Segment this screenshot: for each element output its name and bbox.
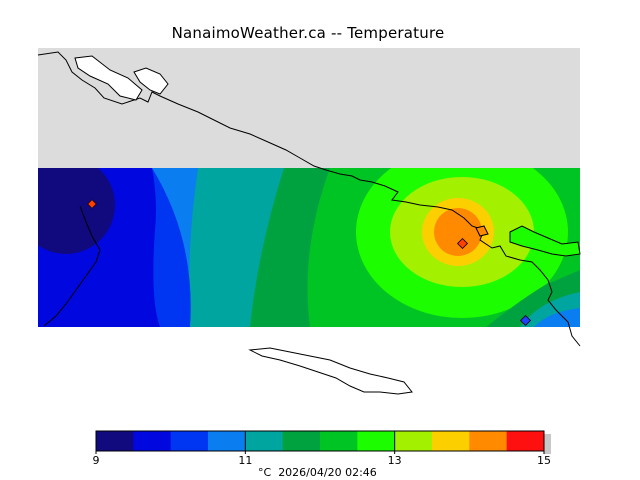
north-coastline (37, 51, 581, 347)
colorbar-swatch (170, 431, 209, 451)
colorbar-swatch (245, 431, 284, 451)
colorbar-tick-label: 15 (537, 454, 551, 467)
island-north-2 (133, 67, 169, 95)
small-islet (475, 225, 489, 237)
footer-line: °C 2026/04/20 02:46 (258, 466, 377, 479)
west-coastline (43, 205, 101, 327)
band-9 (38, 168, 115, 254)
page-title: NanaimoWeather.ca -- Temperature (171, 24, 445, 42)
colorbar-swatch (96, 431, 134, 451)
station-marker-west[interactable] (87, 199, 97, 209)
sea-area (38, 327, 580, 417)
colorbar-swatch (133, 431, 172, 451)
colorbar-tick-label: 13 (387, 454, 402, 467)
colorbar (95, 430, 551, 454)
colorbar-swatch (282, 431, 321, 451)
station-markers (87, 199, 532, 327)
colorbar-tick-label: 9 (92, 454, 100, 467)
colorbar-tick-label: 11 (238, 454, 253, 467)
station-marker-southeast[interactable] (519, 314, 532, 327)
colorbar-swatch (357, 431, 396, 451)
temperature-field (38, 168, 580, 327)
colorbar-swatch (320, 431, 358, 451)
colorbar-swatch (432, 431, 470, 451)
colorbar-shadow (544, 434, 551, 454)
southern-island (248, 347, 413, 395)
island-north-1 (74, 55, 143, 101)
station-marker-nanaimo[interactable] (456, 237, 469, 250)
colorbar-swatch (394, 431, 433, 451)
band-14 (434, 208, 482, 256)
east-island (509, 225, 581, 257)
colorbar-swatch (506, 431, 545, 451)
colorbar-swatch (208, 431, 246, 451)
unit-label: °C (258, 466, 272, 479)
colorbar-swatch (469, 431, 508, 451)
timestamp-label: 2026/04/20 02:46 (278, 466, 377, 479)
coastline (37, 51, 581, 395)
